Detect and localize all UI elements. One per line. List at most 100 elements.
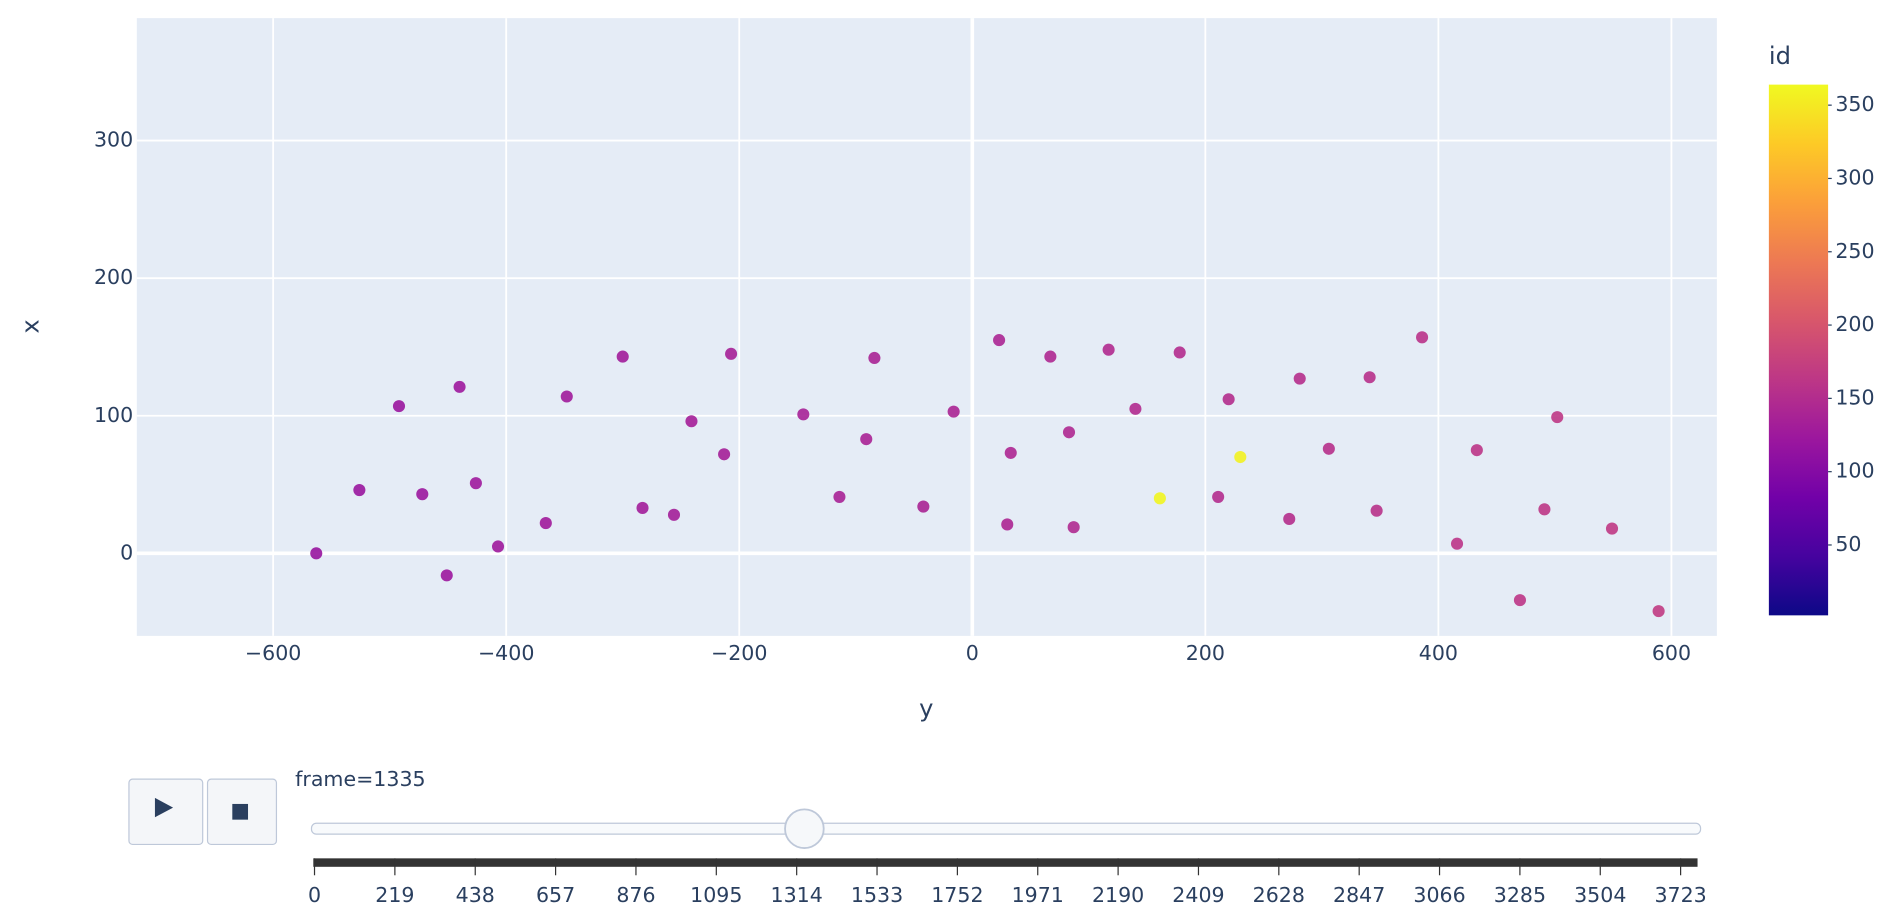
colorbar-tick-label: 250 [1835, 239, 1874, 263]
point [392, 400, 406, 413]
point [1551, 411, 1564, 424]
colorbar-tick-label: 300 [1835, 165, 1874, 189]
colorbar-title: id [1769, 42, 1791, 70]
slider-tick-label: 3723 [1654, 883, 1706, 907]
slider-tick-label: 3504 [1574, 883, 1626, 907]
point [453, 380, 466, 393]
point [868, 351, 881, 365]
x-tick-label: −400 [478, 641, 534, 665]
slider-tick-label: 2409 [1172, 883, 1224, 907]
point [797, 408, 810, 421]
y-tick-label: 200 [94, 265, 133, 289]
point [1652, 605, 1665, 618]
point [1363, 371, 1376, 384]
point [636, 501, 649, 514]
point [718, 448, 731, 461]
slider-tick-label: 1314 [771, 883, 823, 907]
point [616, 350, 629, 363]
point [1605, 522, 1619, 535]
point [1513, 594, 1527, 607]
point [1001, 518, 1014, 531]
slider-tick-label: 1971 [1012, 883, 1064, 907]
point [1067, 521, 1080, 534]
colorbar [1768, 84, 1829, 616]
point [1470, 444, 1483, 457]
point [917, 500, 930, 513]
play-button[interactable] [128, 778, 204, 846]
point [416, 488, 429, 501]
button-frame[interactable] [128, 778, 204, 846]
point [1370, 504, 1383, 517]
colorbar-tick-label: 150 [1835, 385, 1874, 409]
slider-tick-label: 657 [536, 883, 575, 907]
colorbar-tick-label: 350 [1835, 92, 1874, 116]
y-tick-label: 300 [94, 128, 133, 152]
point [539, 517, 552, 530]
colorbar-tick-label: 100 [1835, 459, 1874, 483]
point [1044, 350, 1057, 363]
point [1062, 426, 1076, 439]
colorbar-tick-label: 50 [1835, 532, 1861, 556]
point [1222, 393, 1235, 406]
x-tick-label: −200 [711, 641, 767, 665]
y-tick-label: 100 [94, 403, 133, 427]
point [860, 433, 873, 446]
plot-area [136, 18, 1717, 636]
point [1153, 492, 1166, 505]
slider-tick-label: 2847 [1333, 883, 1385, 907]
point [310, 547, 323, 560]
slider-tick-label: 1095 [690, 883, 742, 907]
x-tick-label: −600 [245, 641, 301, 665]
slider-tick-label: 2190 [1092, 883, 1144, 907]
point [1322, 442, 1335, 455]
slider-tick-label: 3066 [1413, 883, 1465, 907]
point [1129, 402, 1142, 415]
point [1234, 450, 1247, 464]
point [1212, 490, 1225, 503]
y-axis-title: x [17, 319, 45, 333]
slider-tick-band [313, 858, 1698, 867]
x-tick-label: 0 [966, 641, 979, 665]
colorbar-tick-label: 200 [1835, 312, 1874, 336]
slider-tick-label: 2628 [1253, 883, 1305, 907]
stop-icon [232, 803, 249, 820]
point [1283, 512, 1296, 525]
y-tick-label: 0 [120, 540, 133, 564]
point [1173, 346, 1186, 359]
point [440, 569, 453, 582]
point [725, 347, 738, 360]
point [993, 334, 1006, 347]
point [560, 390, 573, 403]
slider-tick-label: 876 [616, 883, 655, 907]
slider-tick-label: 1752 [931, 883, 983, 907]
slider-tick-label: 3285 [1494, 883, 1546, 907]
point [1004, 446, 1017, 459]
x-axis-title: y [919, 695, 933, 723]
point [1538, 503, 1551, 516]
point [833, 490, 846, 503]
point [353, 484, 366, 497]
play-icon [154, 797, 174, 818]
point [947, 405, 960, 418]
slider-tick-label: 219 [375, 883, 414, 907]
slider-current-label: frame=1335 [295, 767, 425, 791]
x-tick-label: 400 [1419, 641, 1458, 665]
point [491, 540, 505, 553]
point [1293, 372, 1306, 385]
stop-button[interactable] [206, 778, 278, 846]
slider-tick-label: 438 [456, 883, 495, 907]
x-tick-label: 600 [1652, 641, 1691, 665]
point [667, 508, 681, 521]
point [1416, 331, 1429, 344]
slider-handle[interactable] [784, 808, 825, 849]
slider-rail[interactable] [310, 822, 1702, 835]
x-tick-label: 200 [1186, 641, 1225, 665]
point [1102, 343, 1115, 356]
point [685, 415, 698, 428]
slider-tick-label: 1533 [851, 883, 903, 907]
slider-tick-label: 0 [308, 883, 321, 907]
point [469, 477, 482, 490]
point [1450, 537, 1464, 550]
